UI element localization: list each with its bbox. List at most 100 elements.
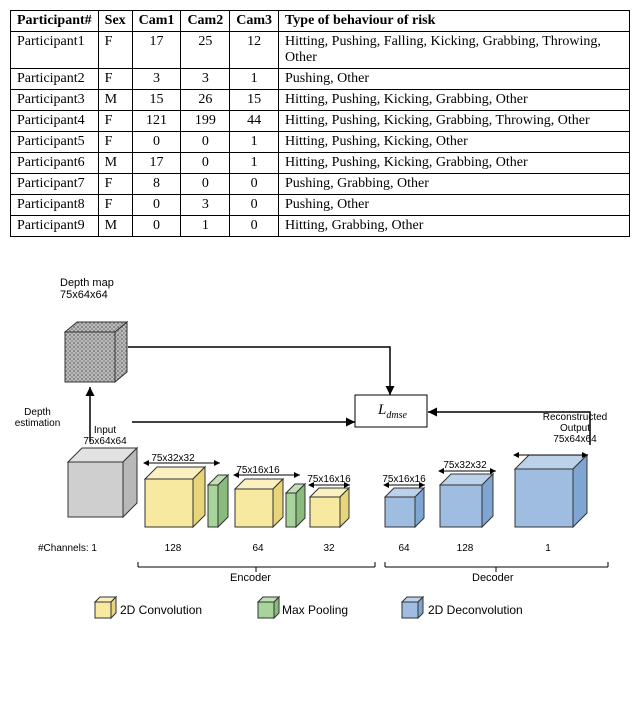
table-cell: 26 [181, 90, 230, 111]
cube-channels-label: 64 [230, 543, 286, 554]
table-header-row: Participant# Sex Cam1 Cam2 Cam3 Type of … [11, 11, 630, 32]
table-cell: 0 [230, 216, 279, 237]
table-row: Participant7F800Pushing, Grabbing, Other [11, 174, 630, 195]
table-cell: 1 [181, 216, 230, 237]
table-cell: Hitting, Pushing, Kicking, Grabbing, Oth… [279, 90, 630, 111]
depth-estimation-label: Depthestimation [10, 407, 65, 429]
table-cell: 15 [230, 90, 279, 111]
encoder-label: Encoder [230, 572, 271, 584]
table-cell: M [98, 216, 132, 237]
table-cell: 0 [181, 132, 230, 153]
decoder-brace [385, 562, 608, 572]
architecture-diagram: Depth map 75x64x64 Depthestimation Input… [10, 267, 630, 647]
cube-channels-label: 128 [435, 543, 495, 554]
table-cell: Participant7 [11, 174, 99, 195]
encoder-brace [138, 562, 375, 572]
table-cell: 121 [132, 111, 181, 132]
table-cell: 199 [181, 111, 230, 132]
table-cell: 17 [132, 153, 181, 174]
depth-map-title: Depth map 75x64x64 [60, 277, 140, 301]
table-cell: 0 [181, 153, 230, 174]
table-cell: 3 [181, 69, 230, 90]
input-label: Input 75x64x64 [75, 425, 135, 447]
table-cell: Participant8 [11, 195, 99, 216]
table-cell: 17 [132, 32, 181, 69]
arrow-depthmap-to-loss [128, 347, 390, 395]
table-row: Participant4F12119944Hitting, Pushing, K… [11, 111, 630, 132]
layer-cubes [145, 455, 587, 527]
table-cell: 25 [181, 32, 230, 69]
table-row: Participant5F001Hitting, Pushing, Kickin… [11, 132, 630, 153]
table-cell: Participant2 [11, 69, 99, 90]
table-cell: 0 [132, 132, 181, 153]
table-cell: Participant4 [11, 111, 99, 132]
cube-dims-label: 75x16x16 [302, 474, 356, 485]
table-row: Participant2F331Pushing, Other [11, 69, 630, 90]
table-cell: 0 [230, 195, 279, 216]
input-cube [68, 448, 137, 517]
legend-pool-label: Max Pooling [282, 603, 348, 617]
table-row: Participant1F172512Hitting, Pushing, Fal… [11, 32, 630, 69]
table-cell: Hitting, Pushing, Kicking, Grabbing, Oth… [279, 153, 630, 174]
col-cam3: Cam3 [230, 11, 279, 32]
table-cell: Hitting, Pushing, Falling, Kicking, Grab… [279, 32, 630, 69]
diagram-svg [10, 267, 630, 647]
table-cell: F [98, 174, 132, 195]
table-cell: Participant6 [11, 153, 99, 174]
table-cell: F [98, 132, 132, 153]
table-cell: 12 [230, 32, 279, 69]
output-label: ReconstructedOutput75x64x64 [530, 412, 620, 445]
table-row: Participant3M152615Hitting, Pushing, Kic… [11, 90, 630, 111]
table-cell: 1 [230, 153, 279, 174]
table-cell: F [98, 195, 132, 216]
table-cell: M [98, 90, 132, 111]
table-cell: Hitting, Grabbing, Other [279, 216, 630, 237]
col-behaviour: Type of behaviour of risk [279, 11, 630, 32]
table-cell: Hitting, Pushing, Kicking, Other [279, 132, 630, 153]
cube-channels-label: 32 [305, 543, 353, 554]
decoder-label: Decoder [472, 572, 514, 584]
cube-dims-label: 75x32x32 [137, 453, 209, 464]
table-row: Participant9M010Hitting, Grabbing, Other [11, 216, 630, 237]
legend-conv-label: 2D Convolution [120, 603, 202, 617]
cube-dims-label: 75x16x16 [377, 474, 431, 485]
col-sex: Sex [98, 11, 132, 32]
table-cell: 15 [132, 90, 181, 111]
table-cell: Pushing, Grabbing, Other [279, 174, 630, 195]
col-cam2: Cam2 [181, 11, 230, 32]
table-cell: Hitting, Pushing, Kicking, Grabbing, Thr… [279, 111, 630, 132]
table-cell: 0 [181, 174, 230, 195]
table-cell: F [98, 32, 132, 69]
table-cell: F [98, 111, 132, 132]
cube-channels-label: 64 [380, 543, 428, 554]
cube-channels-label: 128 [140, 543, 206, 554]
legend-deconv-label: 2D Deconvolution [428, 603, 523, 617]
cube-dims-label: 75x16x16 [227, 465, 289, 476]
table-cell: Participant1 [11, 32, 99, 69]
table-row: Participant6M1701Hitting, Pushing, Kicki… [11, 153, 630, 174]
cube-channels-label: 1 [510, 543, 586, 554]
table-cell: Participant3 [11, 90, 99, 111]
table-cell: F [98, 69, 132, 90]
loss-label: Ldmse [365, 402, 420, 421]
col-participant: Participant# [11, 11, 99, 32]
col-cam1: Cam1 [132, 11, 181, 32]
channels-label: #Channels: 1 [38, 543, 97, 554]
table-cell: 0 [132, 216, 181, 237]
table-cell: 44 [230, 111, 279, 132]
depth-map-cube [65, 322, 127, 382]
table-cell: Pushing, Other [279, 195, 630, 216]
table-cell: 1 [230, 132, 279, 153]
table-row: Participant8F030Pushing, Other [11, 195, 630, 216]
participant-table: Participant# Sex Cam1 Cam2 Cam3 Type of … [10, 10, 630, 237]
table-cell: 3 [132, 69, 181, 90]
table-cell: 1 [230, 69, 279, 90]
table-cell: Pushing, Other [279, 69, 630, 90]
table-cell: 0 [132, 195, 181, 216]
table-cell: 3 [181, 195, 230, 216]
table-cell: 0 [230, 174, 279, 195]
table-cell: M [98, 153, 132, 174]
table-cell: 8 [132, 174, 181, 195]
table-cell: Participant5 [11, 132, 99, 153]
table-cell: Participant9 [11, 216, 99, 237]
